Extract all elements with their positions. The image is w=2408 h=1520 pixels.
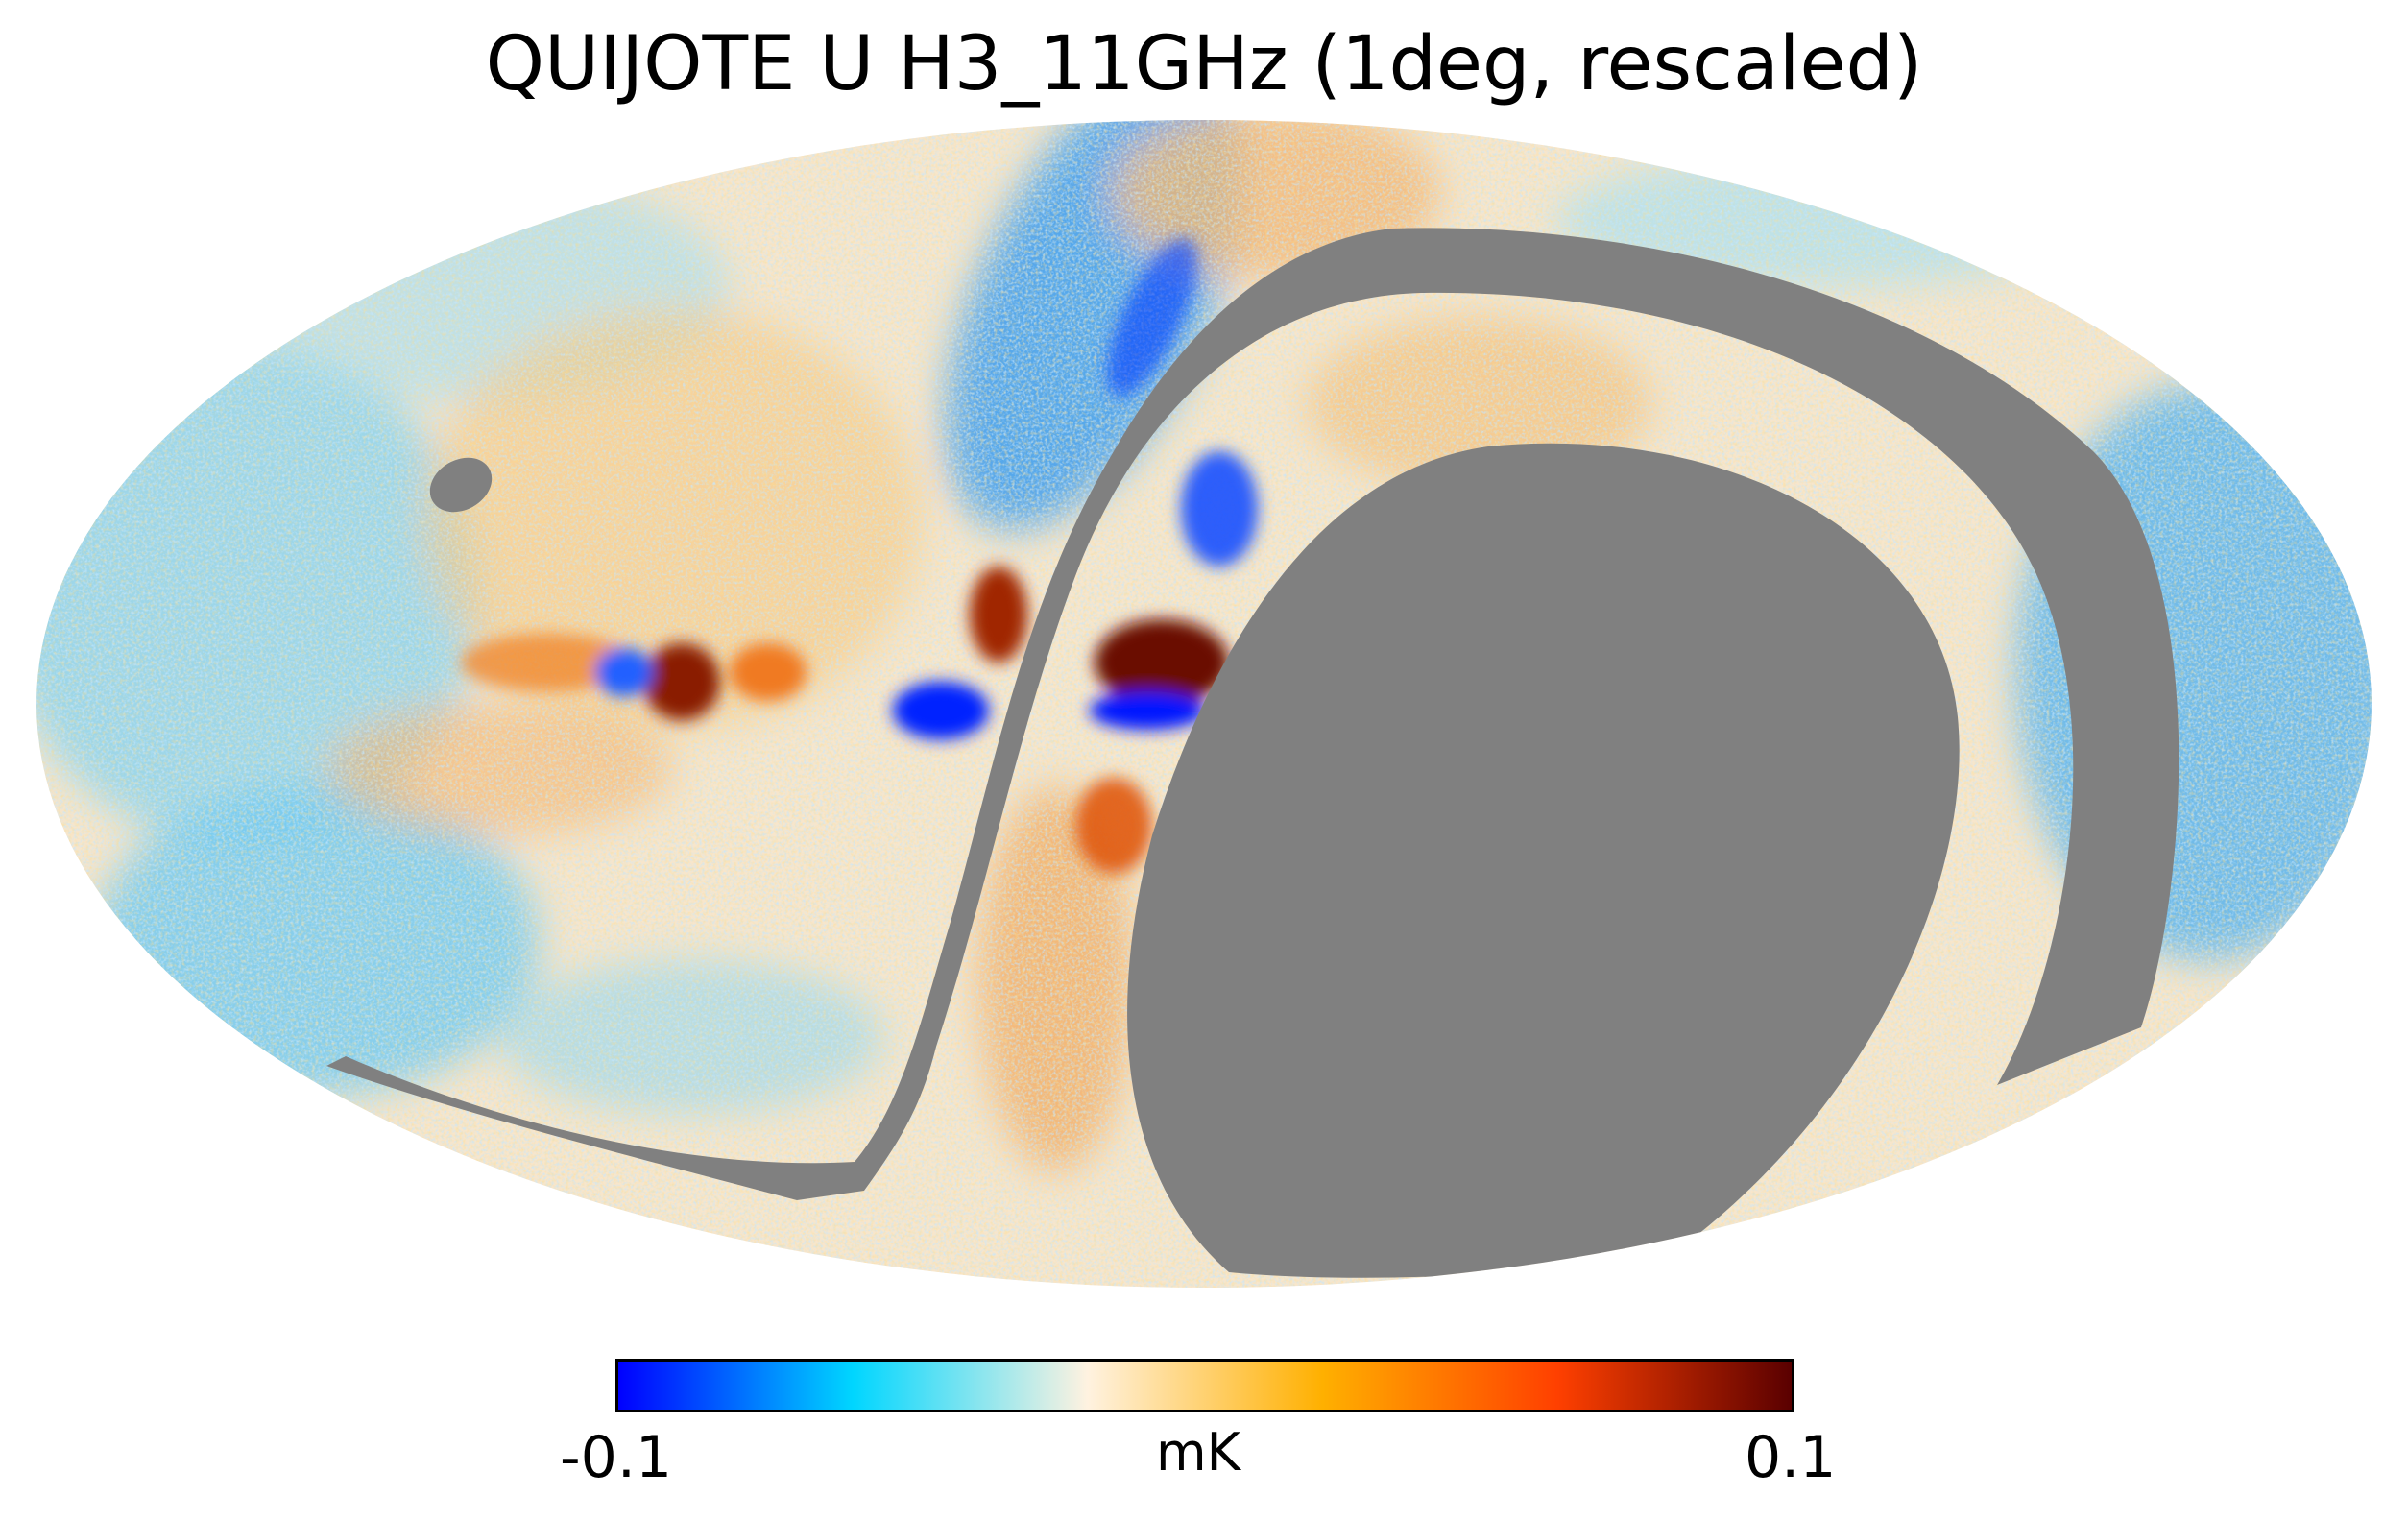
map-title: QUIJOTE U H3_11GHz (1deg, rescaled)	[485, 21, 1923, 108]
galactic-plane-emission	[461, 237, 1258, 874]
colorbar-max-label: 0.1	[1745, 1424, 1837, 1491]
colorbar	[615, 1359, 1794, 1412]
colorbar-min-label: -0.1	[560, 1424, 673, 1491]
colorbar-unit-label: mK	[1156, 1422, 1241, 1483]
masked-regions	[326, 228, 2179, 1278]
